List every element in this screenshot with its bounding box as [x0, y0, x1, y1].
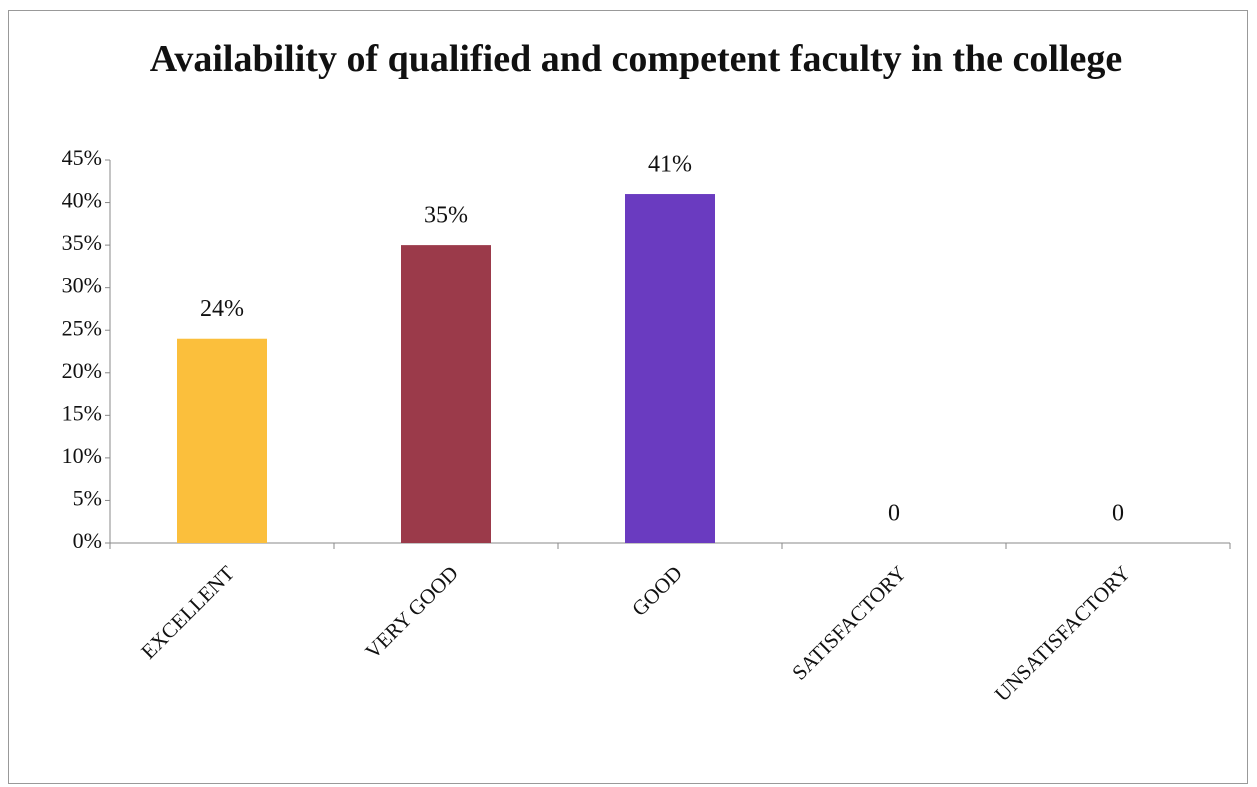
- chart-title: Availability of qualified and competent …: [149, 38, 1123, 80]
- y-tick-label: 25%: [62, 315, 102, 340]
- y-tick-label: 0%: [73, 528, 102, 553]
- y-tick-label: 10%: [62, 443, 102, 468]
- x-tick-label: UNSATISFACTORY: [990, 561, 1135, 706]
- y-tick-label: 35%: [62, 230, 102, 255]
- bar: [177, 338, 267, 543]
- y-tick-label: 5%: [73, 485, 102, 510]
- bar: [625, 194, 715, 544]
- value-label: 41%: [648, 152, 692, 178]
- value-label: 35%: [424, 203, 468, 229]
- x-tick-label: GOOD: [627, 561, 687, 621]
- y-tick-label: 15%: [62, 400, 102, 425]
- value-label: 24%: [200, 296, 244, 322]
- value-label: 0: [888, 501, 900, 527]
- y-tick-label: 30%: [62, 273, 102, 298]
- y-tick-label: 45%: [62, 145, 102, 170]
- bar: [401, 245, 491, 543]
- chart-frame: [8, 10, 1248, 784]
- value-label: 0: [1112, 501, 1124, 527]
- x-tick-label: SATISFACTORY: [787, 561, 911, 685]
- x-tick-label: EXCELLENT: [136, 561, 239, 664]
- y-tick-label: 20%: [62, 358, 102, 383]
- y-tick-label: 40%: [62, 188, 102, 213]
- x-tick-label: VERY GOOD: [360, 561, 463, 664]
